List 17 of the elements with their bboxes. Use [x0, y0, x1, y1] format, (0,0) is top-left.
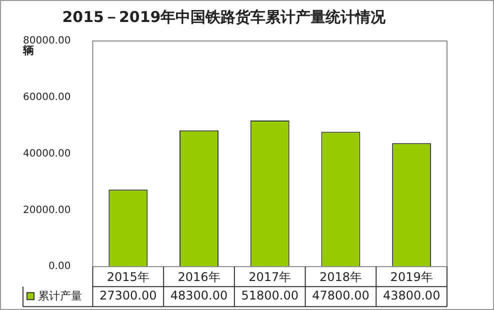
data-label: 48300.00 [170, 288, 228, 303]
y-tick-label: 40000.00 [22, 148, 71, 160]
y-tick-label: 0.00 [48, 261, 71, 272]
chart-title: 2015－2019年中国铁路货车累计产量统计情况 [62, 8, 387, 26]
data-label: 43800.00 [382, 288, 440, 303]
legend-label: 累计产量 [38, 289, 82, 302]
x-tick-label: 2019年 [390, 270, 433, 284]
data-label: 47800.00 [312, 288, 370, 303]
x-tick-label: 2015年 [106, 270, 150, 284]
y-tick-label: 20000.00 [22, 204, 71, 216]
x-tick-label: 2018年 [319, 270, 362, 284]
y-axis-title: 辆 [22, 44, 34, 57]
data-label: 51800.00 [241, 288, 298, 303]
y-tick-label: 60000.00 [22, 92, 71, 103]
x-tick-label: 2017年 [248, 270, 292, 284]
data-label: 27300.00 [100, 288, 157, 303]
x-tick-label: 2016年 [178, 270, 220, 284]
